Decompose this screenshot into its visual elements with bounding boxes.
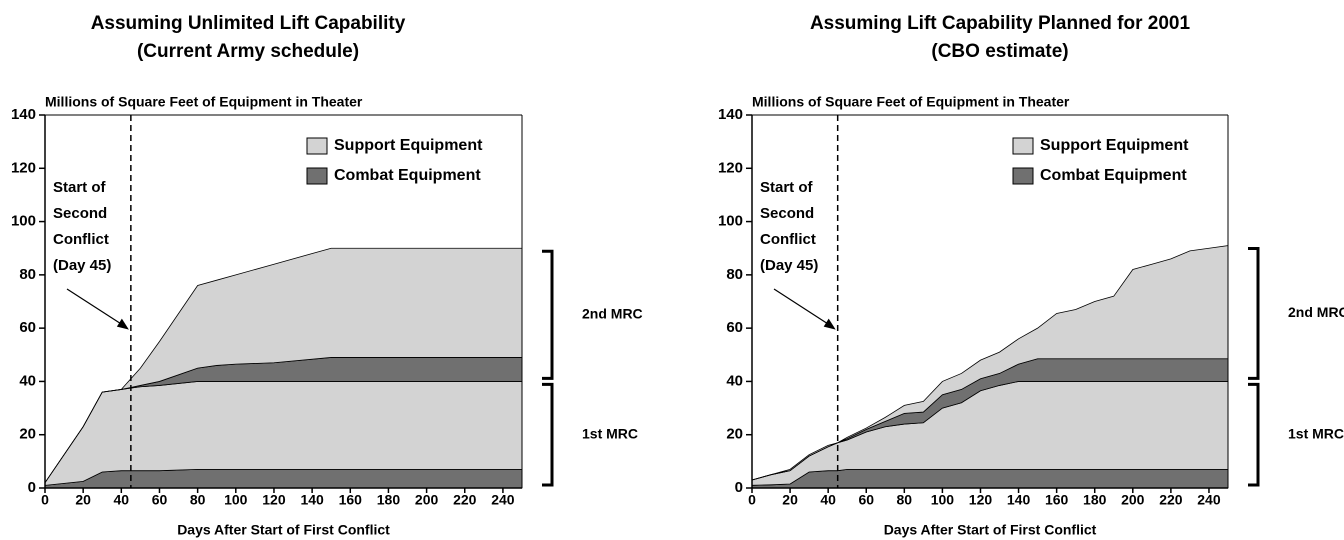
y-tick-label: 80 <box>19 266 36 283</box>
x-tick-label: 220 <box>453 492 477 508</box>
group-label: 1st MRC <box>1288 425 1344 441</box>
annotation-arrow <box>773 288 835 329</box>
annotation: (Day 45) <box>760 257 818 274</box>
x-tick-label: 40 <box>820 492 836 508</box>
legend-label: Support Equipment <box>334 137 483 154</box>
y-tick-label: 120 <box>718 159 743 176</box>
annotation-arrow <box>66 288 128 329</box>
y-tick-label: 100 <box>718 213 743 230</box>
x-tick-label: 240 <box>491 492 515 508</box>
x-tick-label: 60 <box>858 492 874 508</box>
x-tick-label: 120 <box>262 492 286 508</box>
x-tick-label: 0 <box>748 492 756 508</box>
x-tick-label: 220 <box>1159 492 1183 508</box>
legend-label: Combat Equipment <box>1040 167 1187 184</box>
annotation: (Day 45) <box>53 257 111 274</box>
x-tick-label: 20 <box>75 492 91 508</box>
legend-label: Support Equipment <box>1040 137 1189 154</box>
x-tick-label: 100 <box>224 492 248 508</box>
y-tick-label: 0 <box>28 479 36 496</box>
y-tick-label: 140 <box>718 106 743 123</box>
x-tick-label: 120 <box>969 492 993 508</box>
area <box>44 381 523 486</box>
area <box>751 381 1229 486</box>
arrow-head <box>116 318 129 330</box>
x-tick-label: 200 <box>415 492 439 508</box>
group-bracket <box>542 249 554 380</box>
y-tick-label: 20 <box>726 426 743 443</box>
group-bracket <box>542 382 554 487</box>
annotation: Start of <box>760 179 814 196</box>
x-axis-label: Days After Start of First Conflict <box>884 522 1097 538</box>
arrow-head <box>823 318 836 330</box>
area <box>751 468 1229 489</box>
area <box>44 468 523 489</box>
y-tick-label: 40 <box>726 372 743 389</box>
annotation: Start of <box>53 179 107 196</box>
x-tick-label: 180 <box>1083 492 1107 508</box>
legend-label: Combat Equipment <box>334 167 481 184</box>
x-tick-label: 80 <box>190 492 206 508</box>
x-tick-label: 160 <box>1045 492 1069 508</box>
chart-subtitle: (CBO estimate) <box>931 41 1068 62</box>
x-tick-label: 0 <box>41 492 49 508</box>
legend-swatch <box>1012 137 1034 155</box>
x-tick-label: 140 <box>1007 492 1031 508</box>
x-tick-label: 40 <box>114 492 130 508</box>
annotation: Conflict <box>760 231 816 248</box>
y-tick-label: 80 <box>726 266 743 283</box>
y-axis-label: Millions of Square Feet of Equipment in … <box>752 94 1070 110</box>
y-tick-label: 20 <box>19 426 36 443</box>
y-tick-label: 140 <box>11 106 36 123</box>
y-tick-label: 0 <box>735 479 743 496</box>
x-tick-label: 100 <box>931 492 955 508</box>
group-label: 1st MRC <box>582 425 638 441</box>
y-tick-label: 100 <box>11 213 36 230</box>
x-tick-label: 80 <box>897 492 913 508</box>
legend-swatch <box>306 137 328 155</box>
y-tick-label: 120 <box>11 159 36 176</box>
group-bracket <box>1248 247 1260 380</box>
annotation: Conflict <box>53 231 109 248</box>
x-tick-label: 200 <box>1121 492 1145 508</box>
y-tick-label: 60 <box>726 319 743 336</box>
group-label: 2nd MRC <box>582 306 643 322</box>
chart-subtitle: (Current Army schedule) <box>137 41 359 62</box>
group-label: 2nd MRC <box>1288 304 1344 320</box>
x-tick-label: 60 <box>152 492 168 508</box>
y-tick-label: 60 <box>19 319 36 336</box>
x-axis-label: Days After Start of First Conflict <box>177 522 390 538</box>
chart-title: Assuming Lift Capability Planned for 200… <box>810 13 1191 34</box>
y-axis-label: Millions of Square Feet of Equipment in … <box>45 94 363 110</box>
annotation: Second <box>53 205 107 222</box>
x-tick-label: 180 <box>377 492 401 508</box>
x-tick-label: 160 <box>339 492 363 508</box>
legend-swatch <box>306 167 328 185</box>
chart-title: Assuming Unlimited Lift Capability <box>91 13 406 34</box>
x-tick-label: 140 <box>300 492 324 508</box>
x-tick-label: 240 <box>1197 492 1221 508</box>
y-tick-label: 40 <box>19 372 36 389</box>
annotation: Second <box>760 205 814 222</box>
legend-swatch <box>1012 167 1034 185</box>
x-tick-label: 20 <box>782 492 798 508</box>
group-bracket <box>1248 382 1260 487</box>
